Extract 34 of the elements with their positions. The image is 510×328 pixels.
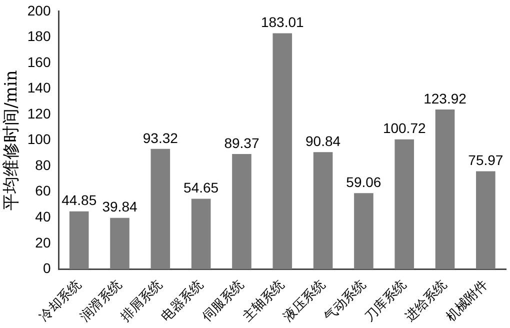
y-tick-label: 180 [27,28,51,44]
data-label: 89.37 [224,134,260,151]
bar [354,193,374,270]
bar [435,109,455,270]
bar [313,152,333,270]
y-tick-label: 100 [27,131,51,148]
y-tick-label: 120 [27,105,51,122]
bar [232,154,252,270]
bar [150,148,170,270]
data-label: 75.97 [468,152,504,168]
y-tick-label: 40 [35,208,51,224]
y-tick-label: 20 [35,234,51,250]
data-label: 90.84 [306,132,341,149]
y-tick-label: 140 [27,80,51,96]
data-label: 44.85 [62,192,97,208]
bar [272,33,292,270]
y-tick-label: 200 [27,2,51,18]
y-axis-title: 平均维修时间/min [2,70,22,210]
bar [394,139,414,270]
data-label: 123.92 [424,90,467,106]
data-label: 93.32 [142,130,178,146]
data-label: 100.72 [382,120,426,136]
data-label: 59.06 [346,174,382,190]
bar [110,218,130,270]
bar [69,211,89,270]
data-label: 183.01 [260,14,304,30]
y-tick-label: 80 [35,156,51,173]
data-label: 54.65 [184,180,219,196]
y-tick-label: 160 [27,54,51,70]
bar [476,171,496,270]
y-tick-label: 0 [42,260,51,276]
bar [191,198,211,270]
data-label: 39.84 [102,198,138,215]
y-tick-label: 60 [35,182,51,199]
